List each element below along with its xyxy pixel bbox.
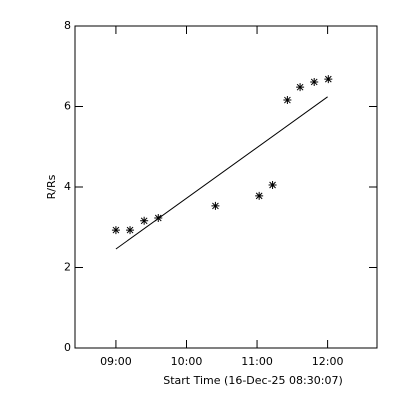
- y-tick-label: 0: [64, 341, 71, 354]
- asterisk-marker: [126, 226, 135, 235]
- x-tick-label: 12:00: [312, 355, 344, 368]
- asterisk-marker: [310, 77, 319, 86]
- y-tick-label: 4: [64, 180, 71, 193]
- y-tick-label: 2: [64, 261, 71, 274]
- fit-line: [115, 96, 328, 250]
- y-axis-label: R/Rs: [45, 174, 58, 199]
- x-tick-label: 10:00: [171, 355, 203, 368]
- y-tick-label: 8: [64, 19, 71, 32]
- x-tick-label: 11:00: [241, 355, 273, 368]
- x-tick-label: 09:00: [100, 355, 132, 368]
- x-axis-label: Start Time (16-Dec-25 08:30:07): [163, 374, 343, 387]
- asterisk-marker: [140, 216, 149, 225]
- asterisk-marker: [211, 201, 220, 210]
- asterisk-marker: [255, 191, 264, 200]
- plot-frame: [74, 25, 378, 349]
- asterisk-marker: [283, 96, 292, 105]
- asterisk-marker: [296, 83, 305, 92]
- y-tick-label: 6: [64, 100, 71, 113]
- asterisk-marker: [111, 226, 120, 235]
- asterisk-marker: [324, 75, 333, 84]
- asterisk-marker: [268, 180, 277, 189]
